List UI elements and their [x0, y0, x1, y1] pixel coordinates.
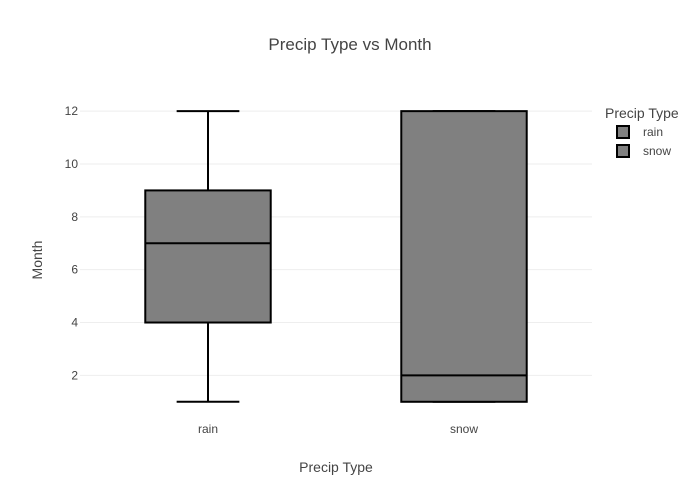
legend-title: Precip Type — [605, 105, 679, 121]
x-tick-label: snow — [450, 422, 478, 436]
legend[interactable]: Precip Type rain snow — [605, 105, 679, 158]
x-axis-title: Precip Type — [299, 459, 373, 475]
box-rain — [144, 110, 272, 403]
y-tick-label: 6 — [71, 263, 78, 277]
y-tick-labels: 2 4 6 8 10 12 — [65, 104, 79, 382]
legend-swatch — [616, 144, 630, 158]
y-tick-label: 10 — [65, 157, 79, 171]
y-axis-title: Month — [29, 241, 45, 280]
x-tick-label: rain — [198, 422, 218, 436]
y-tick-label: 2 — [71, 368, 78, 382]
legend-item-rain[interactable]: rain — [616, 125, 663, 139]
legend-label: rain — [643, 125, 663, 139]
legend-label: snow — [643, 144, 671, 158]
x-tick-labels: rain snow — [198, 422, 478, 436]
legend-item-snow[interactable]: snow — [616, 144, 671, 158]
legend-swatch — [616, 125, 630, 139]
y-tick-label: 4 — [71, 316, 78, 330]
box-iqr — [144, 189, 272, 324]
box-iqr — [400, 110, 528, 403]
box-plots — [144, 110, 528, 403]
y-tick-label: 8 — [71, 210, 78, 224]
box-snow — [400, 110, 528, 403]
y-tick-label: 12 — [65, 104, 79, 118]
chart-title: Precip Type vs Month — [268, 35, 431, 54]
